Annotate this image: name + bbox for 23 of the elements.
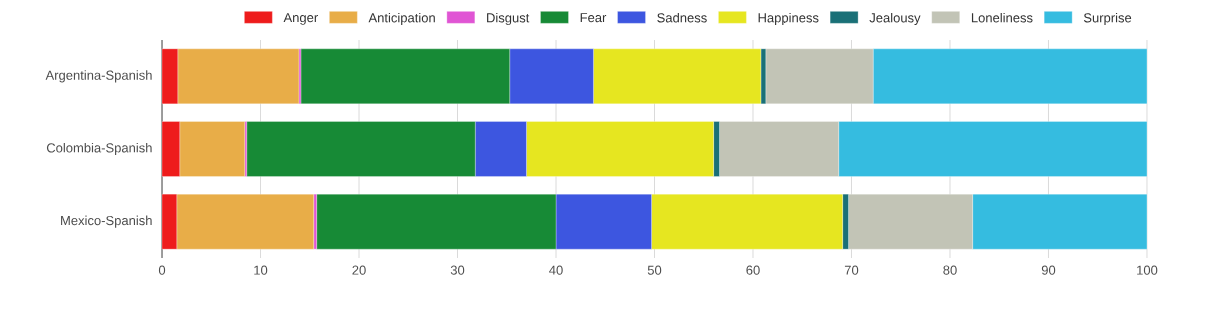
legend-label: Disgust — [487, 12, 530, 25]
x-tick-label: 10 — [254, 265, 268, 275]
y-tick-label: Mexico-Spanish — [61, 215, 152, 228]
x-tick-label: 50 — [647, 265, 662, 275]
legend-label: Loneliness — [971, 12, 1033, 23]
x-tick-label: 20 — [352, 265, 366, 275]
legend-label: Fear — [580, 13, 607, 23]
y-tick-label: Colombia-Spanish — [46, 142, 152, 156]
x-tick-label: 70 — [844, 265, 859, 275]
x-tick-label: 60 — [746, 265, 760, 275]
legend-label: Surprise — [1083, 12, 1132, 25]
legend-label: Anger — [283, 13, 318, 25]
y-tick-label: Argentina-Spanish — [45, 70, 152, 83]
legend-label: Happiness — [758, 12, 819, 25]
legend-label: Jealousy — [869, 12, 921, 25]
x-tick-label: 40 — [549, 265, 563, 275]
x-tick-label: 30 — [450, 265, 465, 275]
x-tick-label: 100 — [1137, 265, 1158, 275]
legend-label: Anticipation — [368, 12, 435, 25]
x-tick-label: 0 — [158, 265, 166, 275]
x-tick-label: 80 — [943, 265, 957, 275]
x-tick-label: 90 — [1041, 265, 1056, 275]
legend-label: Sadness — [657, 12, 707, 23]
